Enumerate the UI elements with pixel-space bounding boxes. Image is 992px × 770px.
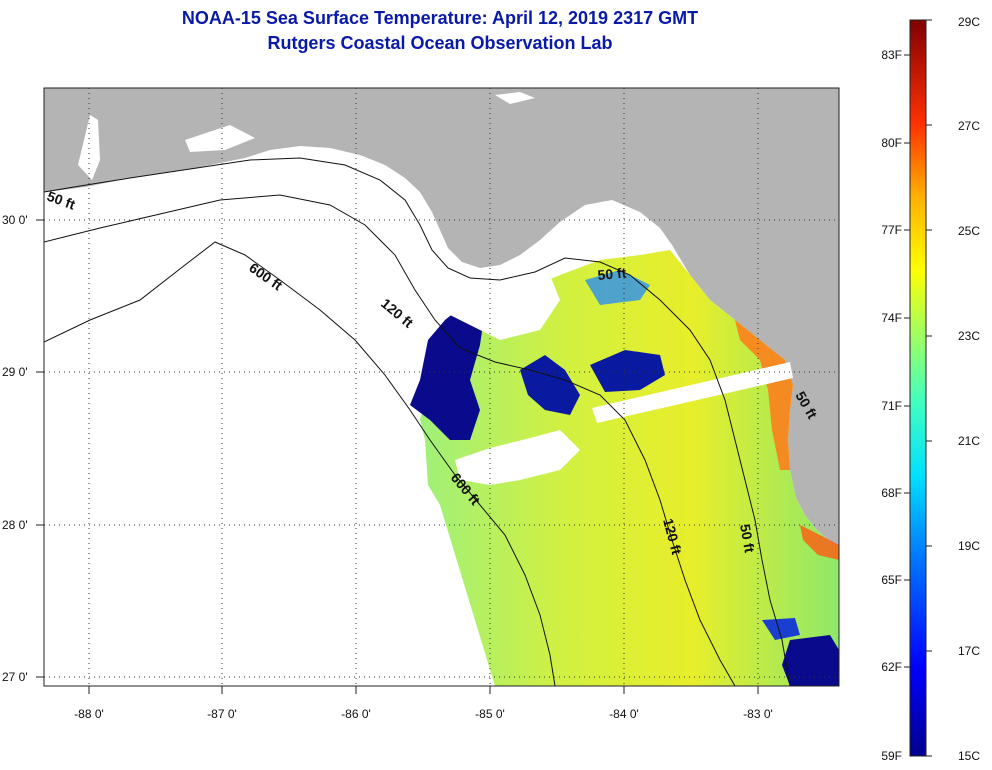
lon-tick-label: -84 0' bbox=[609, 707, 639, 721]
colorbar-f-label: 74F bbox=[881, 311, 902, 325]
lat-tick-label: 29 0' bbox=[2, 365, 28, 379]
contour-50ft bbox=[44, 157, 791, 686]
lon-tick-label: -86 0' bbox=[341, 707, 371, 721]
warm-band bbox=[735, 320, 793, 470]
bay bbox=[185, 125, 255, 152]
map-title: NOAA-15 Sea Surface Temperature: April 1… bbox=[181, 8, 699, 28]
sst-swath bbox=[420, 250, 839, 686]
land-mass bbox=[44, 88, 839, 548]
map-subtitle: Rutgers Coastal Ocean Observation Lab bbox=[267, 33, 613, 53]
cloud-mask bbox=[455, 430, 580, 485]
tick-marks bbox=[36, 219, 759, 694]
colorbar-c-label: 27C bbox=[958, 119, 980, 133]
cold-patch bbox=[520, 355, 580, 415]
colorbar-f-label: 65F bbox=[881, 573, 902, 587]
missing-scanline bbox=[592, 362, 793, 423]
colorbar-c-label: 21C bbox=[958, 434, 980, 448]
warm-band bbox=[800, 525, 839, 560]
contour-label: 50 ft bbox=[597, 265, 627, 283]
colorbar-c-label: 15C bbox=[958, 749, 980, 763]
cloud-mask bbox=[430, 275, 560, 340]
lon-tick-label: -88 0' bbox=[74, 707, 104, 721]
colorbar-c-label: 25C bbox=[958, 224, 980, 238]
map-border bbox=[43, 87, 840, 687]
lon-tick-label: -85 0' bbox=[475, 707, 505, 721]
colorbar-c-label: 29C bbox=[958, 15, 980, 29]
contour-label: 50 ft bbox=[737, 523, 758, 554]
cold-patch bbox=[590, 350, 665, 392]
colorbar-f-label: 77F bbox=[881, 223, 902, 237]
cold-patch bbox=[762, 618, 800, 640]
bay bbox=[78, 115, 100, 180]
lat-tick-label: 30 0' bbox=[2, 213, 28, 227]
colorbar-c-label: 17C bbox=[958, 644, 980, 658]
colorbar-f-label: 59F bbox=[881, 749, 902, 763]
cold-patch bbox=[410, 300, 485, 440]
colorbar-f-label: 68F bbox=[881, 486, 902, 500]
lat-tick-label: 28 0' bbox=[2, 518, 28, 532]
colorbar-c-label: 23C bbox=[958, 329, 980, 343]
colorbar-f-label: 80F bbox=[881, 136, 902, 150]
colorbar-c-label: 19C bbox=[958, 539, 980, 553]
bay bbox=[495, 92, 535, 104]
cold-patch bbox=[782, 635, 839, 686]
colorbar-f-label: 71F bbox=[881, 399, 902, 413]
lon-tick-label: -83 0' bbox=[743, 707, 773, 721]
colorbar bbox=[909, 19, 927, 757]
colorbar-f-label: 62F bbox=[881, 660, 902, 674]
lon-tick-label: -87 0' bbox=[207, 707, 237, 721]
lat-tick-label: 27 0' bbox=[2, 670, 28, 684]
contour-600ft bbox=[44, 241, 556, 686]
colorbar-f-label: 83F bbox=[881, 48, 902, 62]
colorbar-ticks bbox=[904, 19, 932, 757]
contour-120ft bbox=[44, 194, 736, 686]
